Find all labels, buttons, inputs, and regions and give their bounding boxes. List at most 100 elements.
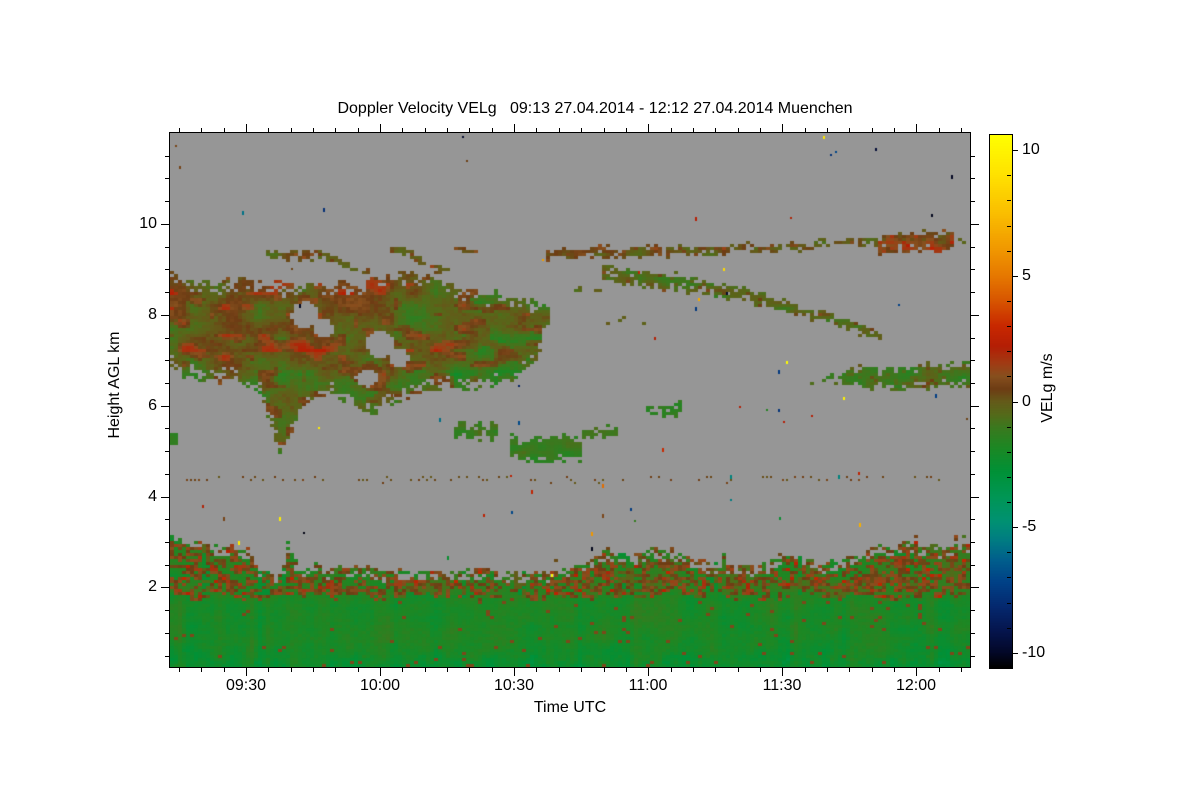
x-axis-major-tick-top	[916, 124, 917, 132]
colorbar-minor-tick	[1007, 603, 1011, 604]
y-axis-minor-tick	[165, 565, 169, 566]
y-axis-minor-tick	[165, 269, 169, 270]
y-axis-minor-tick-right	[971, 338, 975, 339]
x-axis-minor-tick-top	[179, 128, 180, 132]
x-axis-minor-tick	[671, 668, 672, 672]
y-axis-minor-tick	[165, 360, 169, 361]
x-axis-minor-tick-top	[872, 128, 873, 132]
x-axis-minor-tick-top	[693, 128, 694, 132]
colorbar-minor-tick	[1007, 251, 1011, 252]
y-axis-minor-tick	[165, 338, 169, 339]
x-axis-minor-tick	[626, 668, 627, 672]
x-axis-minor-tick	[894, 668, 895, 672]
y-axis-minor-tick	[165, 383, 169, 384]
y-axis-minor-tick-right	[971, 656, 975, 657]
x-axis-minor-tick	[358, 668, 359, 672]
x-axis-minor-tick-top	[402, 128, 403, 132]
x-axis-minor-tick	[559, 668, 560, 672]
y-axis-minor-tick-right	[971, 519, 975, 520]
colorbar-minor-tick	[1007, 226, 1011, 227]
y-axis-major-tick-right	[971, 406, 979, 407]
x-tick-label: 10:30	[493, 677, 535, 694]
x-axis-minor-tick-top	[492, 128, 493, 132]
y-axis-minor-tick	[165, 292, 169, 293]
y-axis-minor-tick	[165, 519, 169, 520]
colorbar-tick-label: 5	[1022, 267, 1031, 284]
x-axis-minor-tick-top	[715, 128, 716, 132]
x-axis-minor-tick-top	[335, 128, 336, 132]
y-axis-major-tick	[161, 406, 169, 407]
x-axis-major-tick	[782, 668, 783, 676]
y-tick-label: 6	[148, 397, 157, 414]
x-axis-minor-tick-top	[849, 128, 850, 132]
x-axis-minor-tick-top	[291, 128, 292, 132]
x-axis-minor-tick	[268, 668, 269, 672]
colorbar-major-tick	[1013, 653, 1018, 654]
x-axis-minor-tick	[961, 668, 962, 672]
y-axis-minor-tick	[165, 610, 169, 611]
y-axis-major-tick	[161, 224, 169, 225]
x-axis-minor-tick-top	[313, 128, 314, 132]
y-axis-minor-tick-right	[971, 156, 975, 157]
colorbar-tick-label: 0	[1022, 393, 1031, 410]
x-axis-minor-tick	[827, 668, 828, 672]
x-axis-major-tick-top	[380, 124, 381, 132]
colorbar-frame	[989, 134, 1013, 669]
x-tick-label: 12:00	[895, 677, 937, 694]
x-axis-minor-tick-top	[447, 128, 448, 132]
x-axis-minor-tick	[313, 668, 314, 672]
x-axis-minor-tick-top	[961, 128, 962, 132]
x-axis-minor-tick-top	[425, 128, 426, 132]
x-axis-minor-tick	[581, 668, 582, 672]
x-axis-minor-tick	[760, 668, 761, 672]
y-axis-minor-tick-right	[971, 178, 975, 179]
colorbar-minor-tick	[1007, 477, 1011, 478]
x-axis-minor-tick	[179, 668, 180, 672]
x-axis-minor-tick	[224, 668, 225, 672]
x-axis-minor-tick	[201, 668, 202, 672]
y-axis-minor-tick	[165, 542, 169, 543]
x-axis-minor-tick-top	[760, 128, 761, 132]
x-tick-label: 10:00	[359, 677, 401, 694]
y-axis-minor-tick	[165, 428, 169, 429]
plot-frame	[169, 132, 971, 668]
y-axis-minor-tick-right	[971, 542, 975, 543]
y-axis-minor-tick-right	[971, 292, 975, 293]
colorbar-minor-tick	[1007, 552, 1011, 553]
colorbar-major-tick	[1013, 402, 1018, 403]
y-axis-major-tick-right	[971, 315, 979, 316]
x-axis-minor-tick	[805, 668, 806, 672]
colorbar-major-tick	[1013, 276, 1018, 277]
x-axis-minor-tick-top	[559, 128, 560, 132]
x-tick-label: 11:00	[628, 677, 668, 694]
x-axis-minor-tick	[447, 668, 448, 672]
y-axis-major-tick-right	[971, 587, 979, 588]
colorbar-minor-tick	[1007, 577, 1011, 578]
colorbar-tick-label: 10	[1022, 141, 1040, 158]
colorbar-tick-label: -5	[1022, 518, 1037, 535]
y-axis-major-tick-right	[971, 224, 979, 225]
y-axis-minor-tick	[165, 156, 169, 157]
x-axis-major-tick	[916, 668, 917, 676]
colorbar-minor-tick	[1007, 175, 1011, 176]
colorbar-major-tick	[1013, 150, 1018, 151]
colorbar-minor-tick	[1007, 628, 1011, 629]
y-axis-minor-tick-right	[971, 383, 975, 384]
y-tick-label: 10	[139, 215, 157, 232]
y-tick-label: 4	[148, 488, 157, 505]
colorbar-major-tick	[1013, 527, 1018, 528]
colorbar-minor-tick	[1007, 427, 1011, 428]
x-axis-minor-tick-top	[939, 128, 940, 132]
x-axis-minor-tick-top	[224, 128, 225, 132]
y-axis-minor-tick-right	[971, 269, 975, 270]
heatmap-canvas	[170, 133, 970, 667]
x-axis-minor-tick-top	[536, 128, 537, 132]
colorbar-minor-tick	[1007, 200, 1011, 201]
chart-title: Doppler Velocity VELg 09:13 27.04.2014 -…	[337, 100, 853, 117]
y-axis-minor-tick-right	[971, 360, 975, 361]
colorbar-minor-tick	[1007, 376, 1011, 377]
x-axis-minor-tick	[291, 668, 292, 672]
x-axis-minor-tick	[693, 668, 694, 672]
colorbar-minor-tick	[1007, 301, 1011, 302]
